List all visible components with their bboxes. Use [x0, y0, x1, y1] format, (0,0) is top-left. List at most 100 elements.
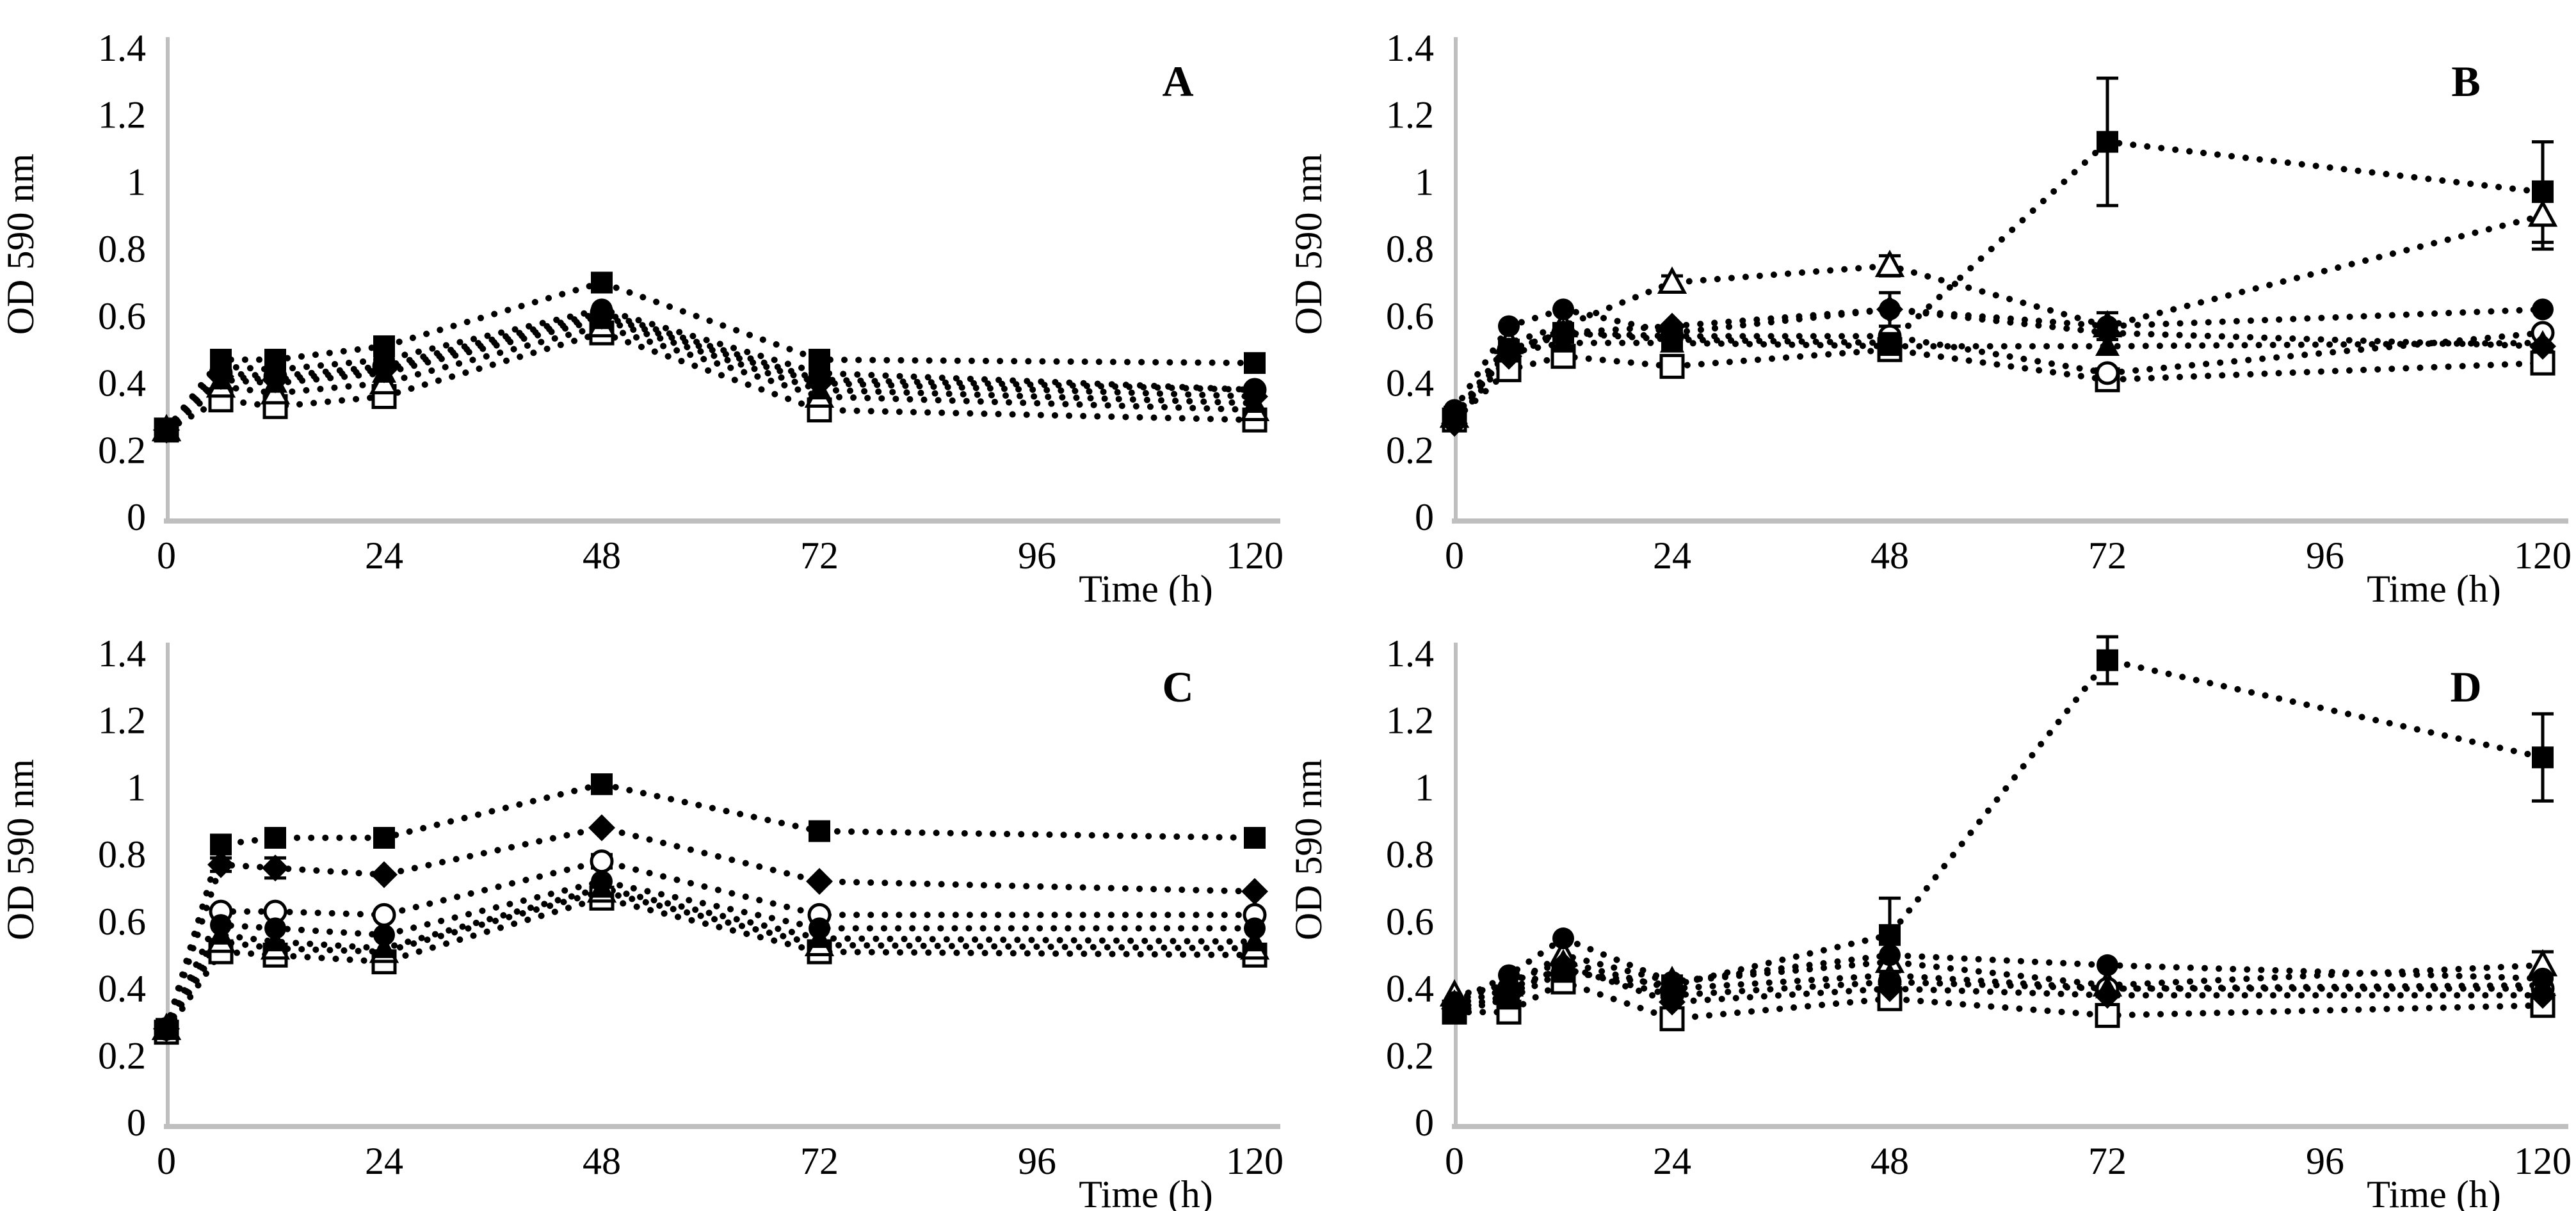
marker-filled-diamond-icon: [588, 814, 615, 842]
marker-filled-circle-icon: [1244, 379, 1266, 401]
x-tick-label: 24: [365, 1140, 403, 1182]
marker-open-triangle-icon: [1874, 250, 1905, 277]
series-line-filled-circle: [1451, 934, 2546, 1006]
marker-filled-circle-icon: [2097, 954, 2118, 976]
y-tick-label: 1.4: [98, 632, 146, 675]
series-line-filled-square: [163, 279, 1258, 433]
y-tick-label: 0.6: [98, 901, 146, 943]
x-tick-label: 48: [583, 534, 621, 577]
marker-filled-circle-icon: [591, 298, 613, 321]
x-axis-title: Time (h): [2367, 1173, 2500, 1211]
y-tick-label: 1: [1415, 766, 1434, 808]
marker-open-circle-icon: [590, 849, 614, 874]
series-line-filled-diamond: [163, 312, 1258, 433]
chart-panel-d: 0 0.2 0.4 0.6 0.8 1 1.2 1.4 0 24 48 72 96 120 OD 590 n…: [1288, 632, 2572, 1211]
panel-letter: A: [1162, 57, 1193, 106]
x-tick-label: 72: [2088, 1140, 2127, 1182]
panel-letter: D: [2450, 662, 2481, 711]
x-axis-title: Time (h): [2367, 568, 2500, 606]
series-line-filled-square: [163, 781, 1258, 1032]
marker-filled-square-icon: [156, 419, 177, 441]
marker-filled-circle-icon: [210, 914, 232, 936]
x-tick-label: 96: [2306, 1140, 2344, 1182]
x-tick-label: 72: [2088, 534, 2127, 577]
marker-filled-diamond-icon: [2094, 982, 2121, 1009]
marker-open-triangle-icon: [2527, 199, 2558, 227]
marker-filled-diamond-icon: [262, 854, 289, 882]
marker-open-circle-icon: [2095, 361, 2120, 385]
x-tick-label: 120: [1226, 534, 1284, 577]
x-tick-label: 120: [2514, 534, 2572, 577]
marker-filled-diamond-icon: [1241, 878, 1268, 905]
x-tick-label: 120: [1226, 1140, 1284, 1182]
y-axis-title: OD 590 nm: [0, 759, 42, 940]
y-tick-label: 0.8: [1386, 228, 1434, 270]
marker-filled-circle-icon: [1244, 917, 1266, 940]
y-tick-label: 0.6: [1386, 295, 1434, 337]
x-tick-label: 0: [1445, 1140, 1464, 1182]
series-line-open-circle: [1451, 330, 2546, 424]
panel-b: 0 0.2 0.4 0.6 0.8 1 1.2 1.4 0 24 48 72 96 120 OD 590 n…: [1288, 0, 2576, 606]
marker-filled-circle-icon: [2532, 298, 2554, 321]
marker-filled-square-icon: [373, 335, 395, 357]
marker-filled-square-icon: [2532, 181, 2554, 204]
series-line-filled-square: [1451, 138, 2546, 420]
series-line-open-square: [163, 895, 1258, 1036]
marker-filled-square-icon: [2097, 131, 2118, 153]
y-tick-label: 0.2: [1386, 1034, 1434, 1077]
y-tick-label: 0.4: [1386, 968, 1434, 1010]
panel-letter: B: [2451, 57, 2480, 106]
marker-filled-circle-icon: [2097, 315, 2118, 337]
marker-filled-square-icon: [1552, 961, 1574, 983]
x-tick-label: 72: [800, 534, 839, 577]
y-tick-label: 0.2: [98, 1034, 146, 1077]
y-axis-title: OD 590 nm: [1288, 759, 1330, 940]
y-axis-title: OD 590 nm: [1288, 154, 1330, 335]
marker-filled-square-icon: [1879, 332, 1901, 354]
marker-filled-square-icon: [373, 826, 395, 849]
y-axis-title: OD 590 nm: [0, 154, 42, 335]
x-tick-label: 48: [583, 1140, 621, 1182]
marker-filled-square-icon: [1498, 339, 1520, 361]
marker-filled-diamond-icon: [2529, 332, 2556, 360]
y-tick-label: 0: [1415, 1102, 1434, 1144]
marker-filled-triangle-icon: [263, 929, 287, 952]
x-tick-label: 24: [365, 534, 403, 577]
y-tick-label: 1.4: [98, 27, 146, 69]
y-tick-label: 1.2: [1386, 94, 1434, 136]
y-tick-label: 0.2: [1386, 429, 1434, 471]
y-tick-label: 1.2: [98, 94, 146, 136]
marker-filled-square-icon: [1498, 988, 1520, 1010]
y-tick-label: 1.2: [98, 700, 146, 742]
x-tick-label: 48: [1871, 534, 1909, 577]
x-tick-label: 24: [1653, 534, 1691, 577]
x-tick-label: 48: [1871, 1140, 1909, 1182]
marker-filled-square-icon: [210, 348, 232, 371]
x-tick-label: 0: [157, 1140, 176, 1182]
marker-filled-square-icon: [1444, 1001, 1465, 1023]
marker-open-triangle-icon: [1657, 266, 1687, 294]
y-tick-label: 0: [127, 1102, 146, 1144]
panel-d: 0 0.2 0.4 0.6 0.8 1 1.2 1.4 0 24 48 72 96 120 OD 590 n…: [1288, 606, 2576, 1211]
marker-filled-circle-icon: [1498, 315, 1520, 337]
y-tick-label: 0: [1415, 496, 1434, 538]
marker-filled-square-icon: [1661, 974, 1683, 997]
marker-filled-diamond-icon: [207, 851, 234, 878]
marker-filled-square-icon: [1244, 352, 1266, 374]
y-tick-label: 0.4: [98, 362, 146, 405]
x-tick-label: 96: [1018, 534, 1056, 577]
marker-filled-diamond-icon: [2529, 982, 2556, 1009]
y-tick-label: 1.4: [1386, 27, 1434, 69]
x-axis-title: Time (h): [1079, 568, 1212, 606]
series-line-filled-circle: [163, 878, 1258, 1032]
marker-filled-circle-icon: [809, 917, 830, 940]
y-tick-label: 0.4: [98, 968, 146, 1010]
marker-filled-square-icon: [591, 271, 613, 294]
marker-filled-circle-icon: [1879, 298, 1901, 321]
y-tick-label: 0.4: [1386, 362, 1434, 405]
marker-filled-diamond-icon: [806, 868, 833, 895]
series-line-open-square: [1451, 346, 2546, 424]
marker-filled-square-icon: [264, 348, 286, 371]
marker-filled-circle-icon: [2532, 967, 2554, 990]
